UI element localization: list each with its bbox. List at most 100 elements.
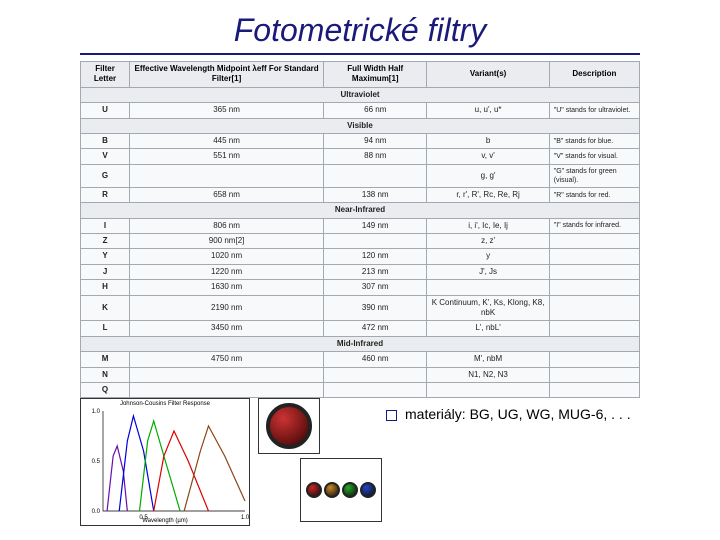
chart-svg: 0.00.51.00.51.0 bbox=[81, 399, 251, 527]
cell-letter: V bbox=[81, 149, 130, 164]
cell-variants: g, g' bbox=[427, 164, 549, 187]
cell-variants bbox=[427, 383, 549, 398]
cell-letter: J bbox=[81, 264, 130, 279]
cell-letter: G bbox=[81, 164, 130, 187]
cell-desc: "I" stands for infrared. bbox=[549, 218, 639, 233]
small-filter-icon bbox=[360, 482, 376, 498]
cell-wl: 2190 nm bbox=[130, 295, 324, 321]
cell-desc bbox=[549, 352, 639, 367]
cell-variants: i, i', Ic, Ie, Ij bbox=[427, 218, 549, 233]
cell-desc: "G" stands for green (visual). bbox=[549, 164, 639, 187]
cell-fwhm bbox=[324, 367, 427, 382]
cell-desc bbox=[549, 280, 639, 295]
table-row: B445 nm94 nmb"B" stands for blue. bbox=[81, 133, 640, 148]
filter-table: Filter Letter Effective Wavelength Midpo… bbox=[80, 61, 640, 398]
cell-desc bbox=[549, 234, 639, 249]
cell-letter: K bbox=[81, 295, 130, 321]
cell-variants: u, u', u* bbox=[427, 103, 549, 118]
filter-set-image bbox=[300, 458, 382, 522]
small-filter-icon bbox=[306, 482, 322, 498]
cell-wl: 1220 nm bbox=[130, 264, 324, 279]
cell-fwhm: 460 nm bbox=[324, 352, 427, 367]
bottom-images-row: Johnson-Cousins Filter Response 0.00.51.… bbox=[80, 398, 320, 526]
cell-desc: "R" stands for red. bbox=[549, 187, 639, 202]
svg-text:0.5: 0.5 bbox=[92, 459, 101, 465]
cell-variants: r, r', R', Rc, Re, Rj bbox=[427, 187, 549, 202]
title-underline bbox=[80, 53, 640, 55]
table-row: H1630 nm307 nm bbox=[81, 280, 640, 295]
cell-fwhm bbox=[324, 383, 427, 398]
red-filter-icon bbox=[266, 403, 312, 449]
cell-fwhm: 120 nm bbox=[324, 249, 427, 264]
cell-fwhm: 138 nm bbox=[324, 187, 427, 202]
col-variants: Variant(s) bbox=[427, 62, 549, 88]
cell-letter: N bbox=[81, 367, 130, 382]
col-fwhm: Full Width Half Maximum[1] bbox=[324, 62, 427, 88]
cell-variants: y bbox=[427, 249, 549, 264]
section-header: Near-Infrared bbox=[81, 203, 640, 218]
svg-text:1.0: 1.0 bbox=[92, 409, 101, 415]
cell-letter: Y bbox=[81, 249, 130, 264]
table-row: Q bbox=[81, 383, 640, 398]
table-row: J1220 nm213 nmJ', Js bbox=[81, 264, 640, 279]
cell-wl: 551 nm bbox=[130, 149, 324, 164]
cell-variants: v, v' bbox=[427, 149, 549, 164]
small-filter-icon bbox=[342, 482, 358, 498]
chart-xlabel: Wavelength (µm) bbox=[81, 518, 249, 524]
table-header-row: Filter Letter Effective Wavelength Midpo… bbox=[81, 62, 640, 88]
table-row: N N1, N2, N3 bbox=[81, 367, 640, 382]
cell-desc: "V" stands for visual. bbox=[549, 149, 639, 164]
cell-fwhm: 213 nm bbox=[324, 264, 427, 279]
cell-wl: 365 nm bbox=[130, 103, 324, 118]
col-wavelength: Effective Wavelength Midpoint λeff For S… bbox=[130, 62, 324, 88]
section-header: Ultraviolet bbox=[81, 87, 640, 102]
cell-letter: Z bbox=[81, 234, 130, 249]
cell-fwhm: 307 nm bbox=[324, 280, 427, 295]
cell-fwhm: 472 nm bbox=[324, 321, 427, 336]
table-row: L3450 nm472 nmL', nbL' bbox=[81, 321, 640, 336]
materials-note: materiály: BG, UG, WG, MUG-6, . . . bbox=[386, 406, 631, 422]
cell-fwhm: 390 nm bbox=[324, 295, 427, 321]
cell-variants: z, z' bbox=[427, 234, 549, 249]
col-description: Description bbox=[549, 62, 639, 88]
cell-desc bbox=[549, 264, 639, 279]
cell-desc bbox=[549, 383, 639, 398]
cell-letter: I bbox=[81, 218, 130, 233]
cell-wl: 1020 nm bbox=[130, 249, 324, 264]
cell-wl: 445 nm bbox=[130, 133, 324, 148]
bullet-icon bbox=[386, 410, 397, 421]
table-row: U365 nm66 nmu, u', u*"U" stands for ultr… bbox=[81, 103, 640, 118]
small-filter-icon bbox=[324, 482, 340, 498]
cell-letter: R bbox=[81, 187, 130, 202]
section-header: Mid-Infrared bbox=[81, 336, 640, 351]
cell-variants: b bbox=[427, 133, 549, 148]
col-letter: Filter Letter bbox=[81, 62, 130, 88]
table-row: I806 nm149 nmi, i', Ic, Ie, Ij"I" stands… bbox=[81, 218, 640, 233]
cell-wl: 806 nm bbox=[130, 218, 324, 233]
cell-variants: M', nbM bbox=[427, 352, 549, 367]
svg-text:0.0: 0.0 bbox=[92, 509, 101, 515]
cell-wl: 1630 nm bbox=[130, 280, 324, 295]
cell-variants: K Continuum, K', Ks, Klong, K8, nbK bbox=[427, 295, 549, 321]
cell-letter: U bbox=[81, 103, 130, 118]
cell-wl: 3450 nm bbox=[130, 321, 324, 336]
page-title: Fotometrické filtry bbox=[0, 0, 720, 53]
cell-desc: "U" stands for ultraviolet. bbox=[549, 103, 639, 118]
cell-letter: B bbox=[81, 133, 130, 148]
filter-response-chart: Johnson-Cousins Filter Response 0.00.51.… bbox=[80, 398, 250, 526]
cell-letter: M bbox=[81, 352, 130, 367]
cell-wl: 4750 nm bbox=[130, 352, 324, 367]
cell-variants: L', nbL' bbox=[427, 321, 549, 336]
table-row: M4750 nm460 nmM', nbM bbox=[81, 352, 640, 367]
cell-fwhm bbox=[324, 234, 427, 249]
table-row: K2190 nm390 nmK Continuum, K', Ks, Klong… bbox=[81, 295, 640, 321]
cell-letter: Q bbox=[81, 383, 130, 398]
cell-desc bbox=[549, 321, 639, 336]
cell-variants: N1, N2, N3 bbox=[427, 367, 549, 382]
cell-fwhm bbox=[324, 164, 427, 187]
cell-fwhm: 94 nm bbox=[324, 133, 427, 148]
cell-fwhm: 149 nm bbox=[324, 218, 427, 233]
cell-letter: H bbox=[81, 280, 130, 295]
cell-desc: "B" stands for blue. bbox=[549, 133, 639, 148]
cell-letter: L bbox=[81, 321, 130, 336]
